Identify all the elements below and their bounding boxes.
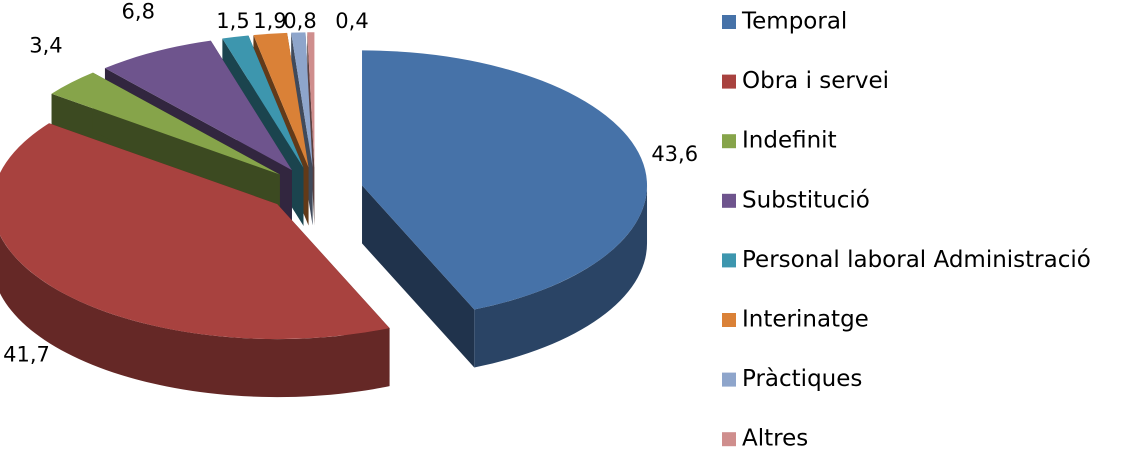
legend-swatch xyxy=(722,134,736,149)
legend-label: Obra i servei xyxy=(742,68,889,94)
slice-side xyxy=(307,32,315,226)
legend-label: Pràctiques xyxy=(742,366,862,392)
slice-top xyxy=(0,123,390,340)
data-label: 43,6 xyxy=(651,142,698,166)
legend-swatch xyxy=(722,193,736,208)
legend-label: Interinatge xyxy=(742,307,869,333)
data-label: 1,9 xyxy=(253,9,286,33)
slice xyxy=(0,123,390,398)
legend-label: Temporal xyxy=(741,9,847,35)
data-label: 1,5 xyxy=(216,9,249,33)
legend-label: Indefinit xyxy=(742,128,837,154)
slice-top xyxy=(307,32,315,168)
slice-top xyxy=(51,72,280,175)
data-label: 41,7 xyxy=(3,343,50,367)
legend-swatch xyxy=(722,313,736,327)
legend-swatch xyxy=(722,15,736,29)
slice xyxy=(362,50,648,368)
legend-swatch xyxy=(722,372,736,387)
slice xyxy=(307,32,315,226)
legend-label: Personal laboral Administració xyxy=(742,247,1091,273)
data-label: 0,8 xyxy=(283,9,316,33)
slice-top xyxy=(222,35,304,168)
legend-label: Altres xyxy=(742,426,808,450)
data-label: 3,4 xyxy=(29,34,62,58)
slice-wall xyxy=(0,235,390,398)
slice-top xyxy=(291,32,313,168)
slice-top xyxy=(362,50,648,310)
data-label: 6,8 xyxy=(122,0,155,24)
legend-swatch xyxy=(722,432,736,447)
slice-top xyxy=(104,40,292,171)
legend-swatch xyxy=(722,74,736,89)
legend-label: Substitució xyxy=(742,187,870,213)
legend-swatch xyxy=(722,253,736,268)
slice-wall xyxy=(474,185,648,368)
slice-top xyxy=(253,32,309,168)
data-label: 0,4 xyxy=(335,9,368,33)
slice-side xyxy=(362,185,475,368)
